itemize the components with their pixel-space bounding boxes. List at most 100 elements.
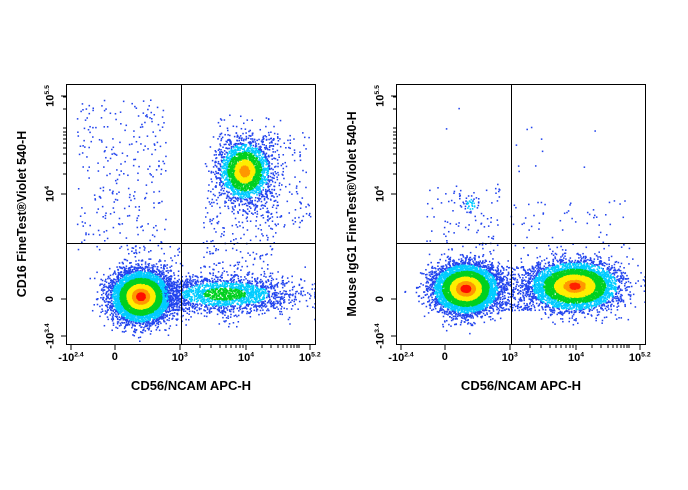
x-minor-tick [277,345,279,348]
x-minor-tick [626,345,628,348]
y-minor-tick [63,173,66,175]
x-minor-tick [569,345,570,348]
x-tick-label: 105.2 [628,351,651,364]
y-minor-tick [393,108,396,110]
x-minor-tick [628,345,630,348]
x-tick-mark [400,345,402,350]
y-minor-tick [393,147,396,149]
x-tick-label: 104 [567,351,585,364]
y-minor-tick [63,162,66,164]
x-minor-tick [612,345,614,348]
y-minor-tick [63,131,66,132]
x-tick-label: -102.4 [58,351,84,364]
flow-panel-left: CD16 FineTest®Violet 540-H CD56/NCAM APC… [15,84,321,393]
y-axis-title: Mouse IgG1 FineTest®Violet 540-H [345,111,359,317]
y-minor-tick [63,127,66,129]
x-tick-label: -102.4 [388,351,414,364]
y-minor-tick [63,147,66,149]
y-tick-label: 104 [373,185,387,202]
x-minor-tick [560,345,562,348]
x-tick-mark [509,345,511,350]
x-tick-label: 105.2 [298,351,321,364]
x-tick-label: 104 [237,351,255,364]
y-minor-tick [393,134,396,136]
x-minor-tick [620,345,622,348]
x-minor-tick [210,345,212,348]
y-minor-tick [393,142,396,144]
x-tick-mark [444,345,446,350]
x-axis-title: CD56/NCAM APC-H [130,378,252,393]
x-minor-tick [572,345,574,348]
x-minor-tick [242,345,244,348]
y-minor-tick [63,108,66,110]
y-tick-mark [61,193,66,195]
x-minor-tick [296,345,298,348]
x-minor-tick [555,345,557,348]
x-tick-mark [70,345,72,350]
x-minor-tick [239,345,240,348]
x-tick-label: 0 [441,351,448,363]
x-tick-mark [309,345,311,350]
x-minor-tick [235,345,237,348]
y-tick-label: 0 [44,296,56,303]
y-tick-mark [391,193,396,195]
y-tick-mark [61,95,66,97]
y-minor-tick [63,138,66,140]
x-tick-mark [639,345,641,350]
x-axis-title: CD56/NCAM APC-H [460,378,582,393]
x-tick-label: 103 [501,351,518,364]
y-tick-label: 105.5 [43,84,57,107]
x-minor-tick [261,345,263,348]
y-tick-label: 104 [43,185,57,202]
x-minor-tick [230,345,232,348]
density-plot-canvas-right [396,84,646,345]
x-tick-mark [179,345,181,350]
y-minor-tick [393,153,396,155]
y-minor-tick [393,131,396,132]
y-minor-tick [63,96,66,98]
x-minor-tick [286,345,288,348]
y-minor-tick [393,162,396,164]
y-tick-label: -103.4 [373,323,387,349]
y-tick-mark [391,298,396,300]
x-minor-tick [282,345,284,348]
x-tick-label: 0 [111,351,118,363]
y-tick-label: -103.4 [43,323,57,349]
x-minor-tick [225,345,227,348]
x-tick-label: 103 [171,351,188,364]
x-minor-tick [565,345,567,348]
y-minor-tick [393,138,396,140]
x-minor-tick [529,345,531,348]
y-tick-label: 105.5 [373,84,387,107]
flow-panel-right: Mouse IgG1 FineTest®Violet 540-H CD56/NC… [345,84,651,393]
y-tick-mark [61,335,66,337]
x-minor-tick [290,345,292,348]
y-minor-tick [63,142,66,144]
x-minor-tick [549,345,551,348]
y-tick-mark [391,95,396,97]
x-minor-tick [591,345,593,348]
y-tick-mark [391,335,396,337]
x-minor-tick [623,345,625,348]
x-minor-tick [607,345,609,348]
x-minor-tick [298,345,300,348]
y-minor-tick [393,173,396,175]
x-tick-mark [575,345,577,350]
y-minor-tick [63,153,66,155]
x-minor-tick [616,345,618,348]
x-minor-tick [270,345,272,348]
x-minor-tick [219,345,221,348]
y-minor-tick [393,96,396,98]
x-tick-mark [245,345,247,350]
y-tick-mark [61,298,66,300]
x-minor-tick [600,345,602,348]
x-tick-mark [114,345,116,350]
x-minor-tick [199,345,201,348]
y-axis-title: CD16 FineTest®Violet 540-H [15,130,29,298]
y-minor-tick [63,134,66,136]
y-tick-label: 0 [374,296,386,303]
x-minor-tick [540,345,542,348]
x-minor-tick [293,345,295,348]
density-plot-canvas-left [66,84,316,345]
